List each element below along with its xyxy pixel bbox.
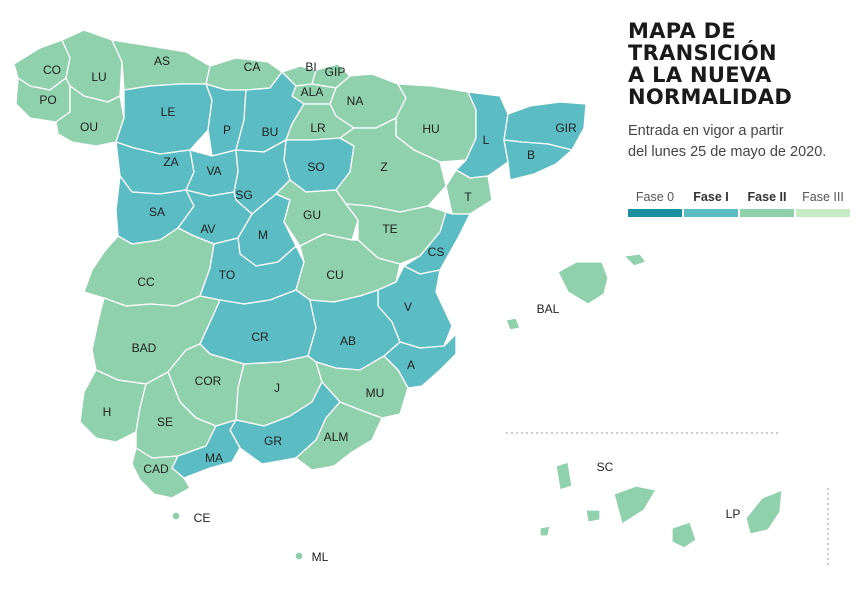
province-label-mu: MU [366,386,385,400]
title-line: MAPA DE [628,19,737,43]
subtitle-line: Entrada en vigor a partir [628,123,784,139]
province-label-p: P [223,123,231,137]
legend-label: Fase II [747,190,787,204]
province-label-cs: CS [428,245,445,259]
province-label-v: V [404,300,412,314]
province-label-h: H [103,405,112,419]
map-title: MAPA DE TRANSICIÓN A LA NUEVA NORMALIDAD [628,20,858,108]
province-label-lu: LU [91,70,106,84]
province-label-gip: GIP [325,65,346,79]
province-label-as: AS [154,54,170,68]
province-label-j: J [274,381,280,395]
province-ce [171,511,181,521]
canary-inset-separator [506,432,829,566]
province-mu [315,355,409,419]
province-label-le: LE [161,105,176,119]
legend-label: Fase I [693,190,729,204]
province-label-av: AV [200,222,215,236]
province-label-cr: CR [251,330,269,344]
province-t [445,169,493,215]
province-label-gu: GU [303,208,321,222]
title-line: A LA NUEVA [628,63,772,87]
title-line: NORMALIDAD [628,85,793,109]
province-label-se: SE [157,415,173,429]
province-label-so: SO [307,160,324,174]
province-label-alm: ALM [324,430,349,444]
province-label-sg: SG [235,188,252,202]
province-label-bi: BI [305,60,316,74]
province-label-sc: SC [597,460,614,474]
legend-label: Fase III [802,190,844,204]
legend-label: Fase 0 [635,190,675,204]
province-h [79,369,147,443]
province-label-gr: GR [264,434,282,448]
title-line: TRANSICIÓN [628,41,777,65]
province-sc [539,461,657,537]
province-label-lp: LP [726,507,741,521]
province-cad [131,447,191,499]
province-label-ala: ALA [301,85,324,99]
province-label-lr: LR [310,121,326,135]
province-label-b: B [527,148,535,162]
province-shapes [13,29,783,561]
province-ml [294,551,304,561]
province-label-a: A [407,358,415,372]
province-label-ab: AB [340,334,356,348]
province-label-bal: BAL [537,302,560,316]
province-label-gir: GIR [555,121,577,135]
province-label-cu: CU [326,268,343,282]
legend-swatch [684,209,738,217]
legend-item-fase1: Fase I [684,190,738,217]
province-hu [395,83,477,163]
province-label-te: TE [382,222,397,236]
province-label-va: VA [206,164,221,178]
province-label-ce: CE [194,511,211,525]
legend-item-fase3: Fase III [796,190,850,217]
map-subtitle: Entrada en vigor a partir del lunes 25 d… [628,121,858,163]
province-label-z: Z [380,160,387,174]
province-label-cor: COR [195,374,222,388]
province-label-l: L [483,133,490,147]
legend-item-fase2: Fase II [740,190,794,217]
legend-item-fase0: Fase 0 [628,190,682,217]
province-alm [295,401,383,471]
province-label-bad: BAD [132,341,157,355]
province-b [503,139,573,181]
subtitle-line: del lunes 25 de mayo de 2020. [628,144,827,160]
province-label-po: PO [39,93,56,107]
province-label-cc: CC [137,275,155,289]
province-label-co: CO [43,63,61,77]
legend-swatch [628,209,682,217]
province-bal [505,253,647,331]
province-label-to: TO [219,268,235,282]
province-label-na: NA [347,94,364,108]
province-label-ca: CA [244,60,261,74]
province-lp [671,489,783,549]
province-label-ou: OU [80,120,98,134]
province-le [115,83,213,155]
province-label-t: T [464,190,472,204]
province-label-ma: MA [205,451,223,465]
province-ou [55,85,125,147]
province-gu [275,179,359,247]
province-label-hu: HU [422,122,439,136]
legend-swatch [796,209,850,217]
province-label-sa: SA [149,205,165,219]
province-label-m: M [258,228,268,242]
province-label-ml: ML [312,550,329,564]
province-label-bu: BU [262,125,279,139]
province-label-cad: CAD [143,462,169,476]
province-label-za: ZA [163,155,178,169]
legend-swatch [740,209,794,217]
